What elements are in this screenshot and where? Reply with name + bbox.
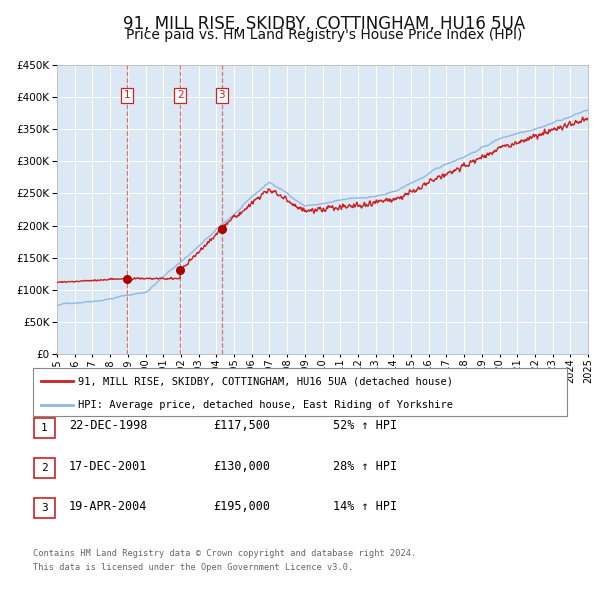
Text: £130,000: £130,000 bbox=[213, 460, 270, 473]
Text: 91, MILL RISE, SKIDBY, COTTINGHAM, HU16 5UA (detached house): 91, MILL RISE, SKIDBY, COTTINGHAM, HU16 … bbox=[79, 376, 454, 386]
Text: 3: 3 bbox=[218, 90, 225, 100]
Text: 22-DEC-1998: 22-DEC-1998 bbox=[69, 419, 148, 432]
Text: 28% ↑ HPI: 28% ↑ HPI bbox=[333, 460, 397, 473]
Text: HPI: Average price, detached house, East Riding of Yorkshire: HPI: Average price, detached house, East… bbox=[79, 400, 454, 410]
Text: 2: 2 bbox=[177, 90, 184, 100]
FancyBboxPatch shape bbox=[34, 418, 55, 438]
Text: 1: 1 bbox=[124, 90, 130, 100]
Text: 52% ↑ HPI: 52% ↑ HPI bbox=[333, 419, 397, 432]
Text: 2: 2 bbox=[41, 463, 48, 473]
FancyBboxPatch shape bbox=[34, 458, 55, 478]
FancyBboxPatch shape bbox=[33, 368, 567, 416]
Text: 14% ↑ HPI: 14% ↑ HPI bbox=[333, 500, 397, 513]
Text: 17-DEC-2001: 17-DEC-2001 bbox=[69, 460, 148, 473]
Text: Contains HM Land Registry data © Crown copyright and database right 2024.: Contains HM Land Registry data © Crown c… bbox=[33, 549, 416, 558]
Text: Price paid vs. HM Land Registry's House Price Index (HPI): Price paid vs. HM Land Registry's House … bbox=[126, 28, 522, 42]
Text: £117,500: £117,500 bbox=[213, 419, 270, 432]
Text: This data is licensed under the Open Government Licence v3.0.: This data is licensed under the Open Gov… bbox=[33, 563, 353, 572]
Text: 3: 3 bbox=[41, 503, 48, 513]
Text: 1: 1 bbox=[41, 423, 48, 432]
Text: 91, MILL RISE, SKIDBY, COTTINGHAM, HU16 5UA: 91, MILL RISE, SKIDBY, COTTINGHAM, HU16 … bbox=[123, 15, 525, 33]
FancyBboxPatch shape bbox=[34, 498, 55, 518]
Text: 19-APR-2004: 19-APR-2004 bbox=[69, 500, 148, 513]
Text: £195,000: £195,000 bbox=[213, 500, 270, 513]
